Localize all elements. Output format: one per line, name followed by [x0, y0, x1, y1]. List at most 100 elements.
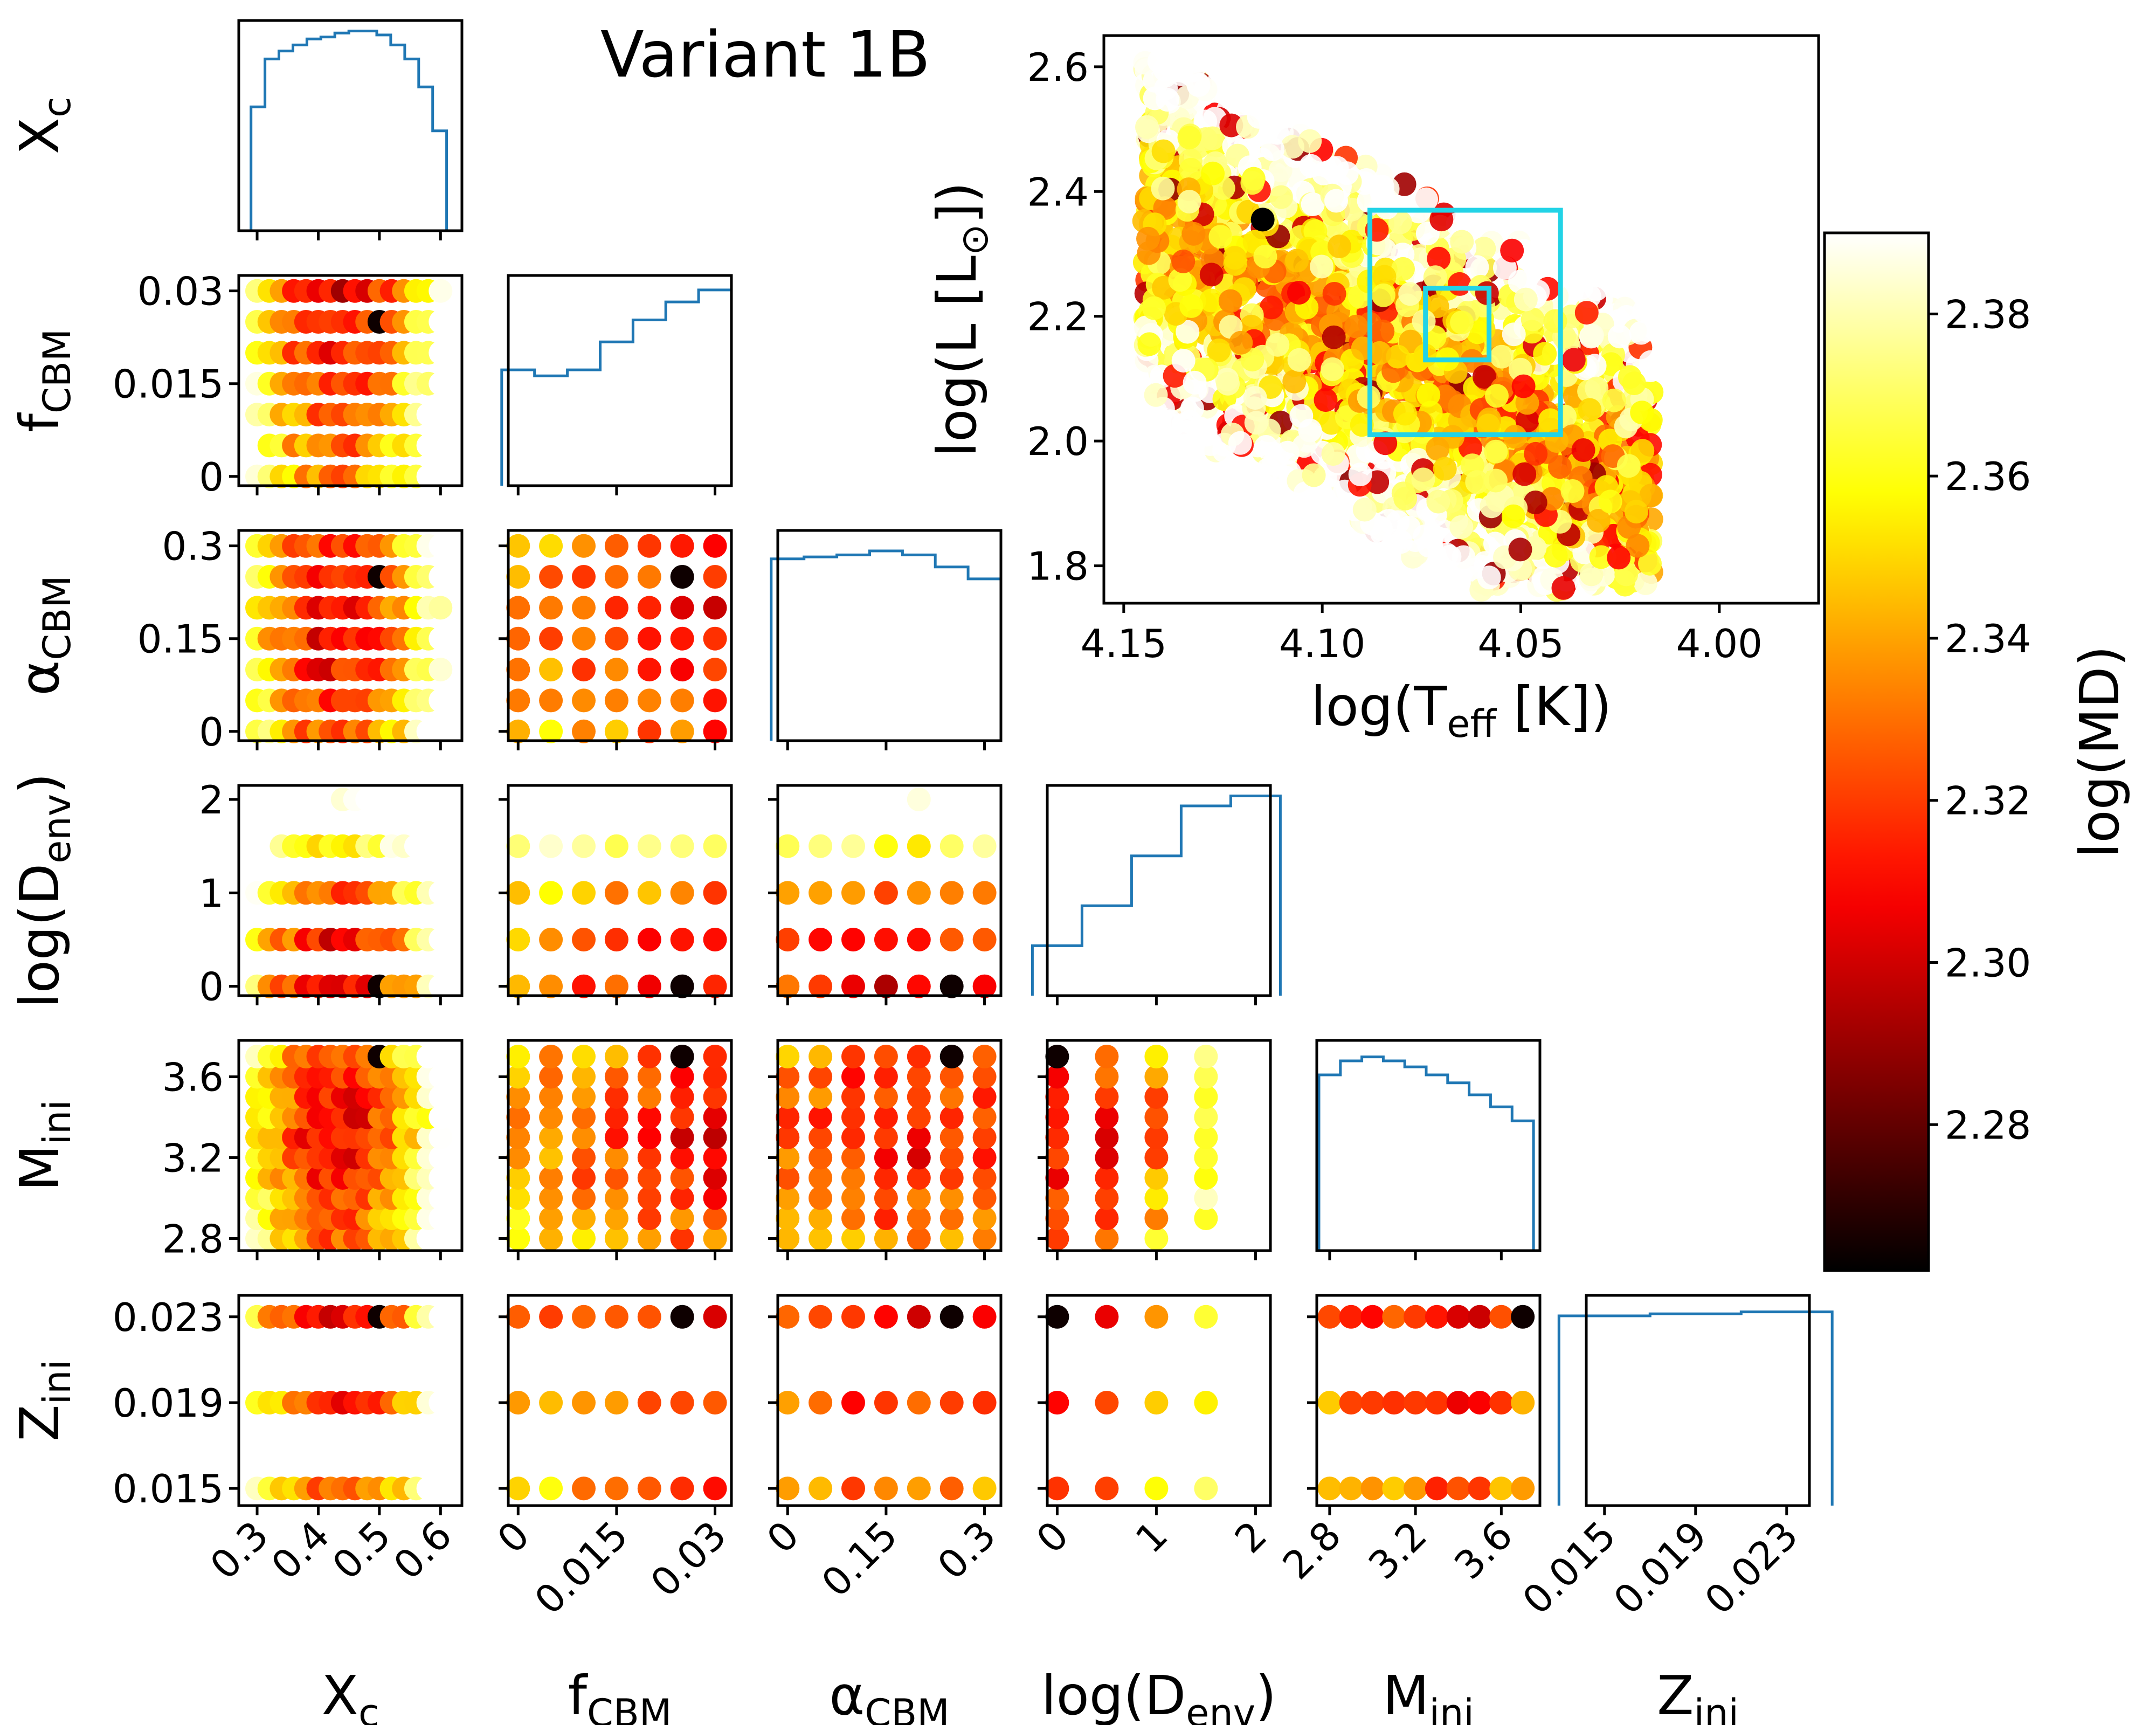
- marker: [1425, 1305, 1449, 1329]
- hrd-marker: [1136, 226, 1160, 251]
- hrd-marker: [1502, 322, 1526, 347]
- marker: [972, 881, 997, 905]
- marker: [776, 1305, 800, 1329]
- panel-frame: [1315, 1294, 1542, 1507]
- marker: [539, 719, 563, 743]
- panel-frame: [507, 1039, 733, 1252]
- hrd-y-tick-label: 1.8: [1027, 544, 1089, 589]
- marker: [1045, 1105, 1069, 1129]
- marker: [874, 1166, 898, 1190]
- x-axis-label-acbm-main: α: [829, 1664, 865, 1725]
- marker: [572, 1391, 596, 1414]
- marker: [604, 1166, 628, 1190]
- marker: [1144, 1305, 1169, 1329]
- marker: [539, 1085, 563, 1109]
- hrd-marker: [1607, 325, 1632, 349]
- marker: [874, 1126, 898, 1149]
- marker: [703, 1186, 727, 1210]
- marker: [604, 1206, 628, 1230]
- marker: [1194, 1065, 1218, 1089]
- marker: [572, 596, 596, 620]
- marker: [1144, 1476, 1169, 1501]
- marker: [939, 1146, 964, 1170]
- hrd-marker: [1247, 105, 1271, 129]
- marker: [539, 1146, 563, 1170]
- hrd-marker: [1179, 294, 1204, 318]
- marker: [939, 1305, 964, 1329]
- y-axis-label-xc-sub: c: [35, 96, 79, 118]
- marker: [1095, 1045, 1119, 1068]
- marker: [776, 788, 800, 811]
- panel-frame: [1046, 1294, 1272, 1507]
- marker: [1360, 1305, 1385, 1329]
- hrd-marker: [1323, 501, 1348, 525]
- marker: [670, 1105, 694, 1129]
- marker: [841, 1226, 865, 1251]
- panel-frame: [237, 529, 464, 742]
- hrd-marker: [1639, 350, 1663, 374]
- marker: [670, 1146, 694, 1170]
- marker: [539, 1226, 563, 1251]
- marker: [1194, 1476, 1218, 1501]
- hrd-marker: [1508, 270, 1532, 294]
- colorbar-label: log(MD): [2068, 646, 2131, 858]
- y-tick-label: 0.03: [137, 269, 224, 314]
- x-axis-label-acbm: αCBM: [829, 1664, 949, 1725]
- panel-frame: [507, 784, 733, 997]
- marker: [841, 881, 865, 905]
- hrd-marker: [1508, 537, 1532, 562]
- marker: [604, 1226, 628, 1251]
- marker: [972, 1146, 997, 1170]
- marker: [670, 565, 694, 589]
- marker: [637, 1146, 661, 1170]
- marker: [1045, 1206, 1069, 1230]
- panel-frame: [237, 1294, 464, 1507]
- marker: [1095, 1476, 1119, 1501]
- hrd-marker: [1524, 441, 1548, 466]
- hrd-marker: [1624, 500, 1648, 524]
- marker: [841, 1305, 865, 1329]
- marker: [1144, 1105, 1169, 1129]
- marker: [703, 596, 727, 620]
- marker: [1045, 1166, 1069, 1190]
- marker: [1404, 1305, 1428, 1329]
- marker: [907, 1226, 931, 1251]
- colorbar-frame: [1823, 231, 1930, 1272]
- marker: [506, 1186, 530, 1210]
- hrd-marker: [1514, 287, 1538, 312]
- marker: [1144, 1126, 1169, 1149]
- marker: [429, 371, 453, 396]
- hrd-marker: [1426, 437, 1450, 461]
- marker: [972, 834, 997, 858]
- panel-frame: [776, 784, 1003, 997]
- marker: [972, 1305, 997, 1329]
- marker: [429, 626, 453, 651]
- marker: [1194, 1045, 1218, 1068]
- hrd-marker: [1346, 444, 1370, 468]
- marker: [907, 1146, 931, 1170]
- panel-frame: [1585, 1294, 1811, 1507]
- hrd-marker: [1450, 310, 1474, 335]
- x-tick-label: 1: [1127, 1513, 1177, 1562]
- marker: [1144, 1146, 1169, 1170]
- hrd-marker: [1199, 263, 1224, 287]
- marker: [604, 1391, 628, 1414]
- hrd-marker: [1589, 545, 1613, 569]
- hrd-marker: [1352, 498, 1377, 522]
- hrd-marker: [1171, 249, 1196, 273]
- marker: [429, 1105, 453, 1129]
- y-axis-label-fcbm: fCBM: [8, 329, 79, 433]
- hrd-marker: [1533, 342, 1557, 366]
- hrd-marker: [1154, 76, 1178, 100]
- marker: [670, 788, 694, 811]
- marker: [429, 1476, 453, 1501]
- marker: [604, 881, 628, 905]
- marker: [703, 1085, 727, 1109]
- marker: [670, 626, 694, 651]
- marker: [429, 1166, 453, 1190]
- hrd-marker: [1176, 320, 1200, 344]
- panel-xc-vs-acbm: 0 0.15 0.3: [137, 524, 464, 755]
- marker: [808, 1305, 833, 1329]
- marker: [874, 1391, 898, 1414]
- marker: [776, 1045, 800, 1068]
